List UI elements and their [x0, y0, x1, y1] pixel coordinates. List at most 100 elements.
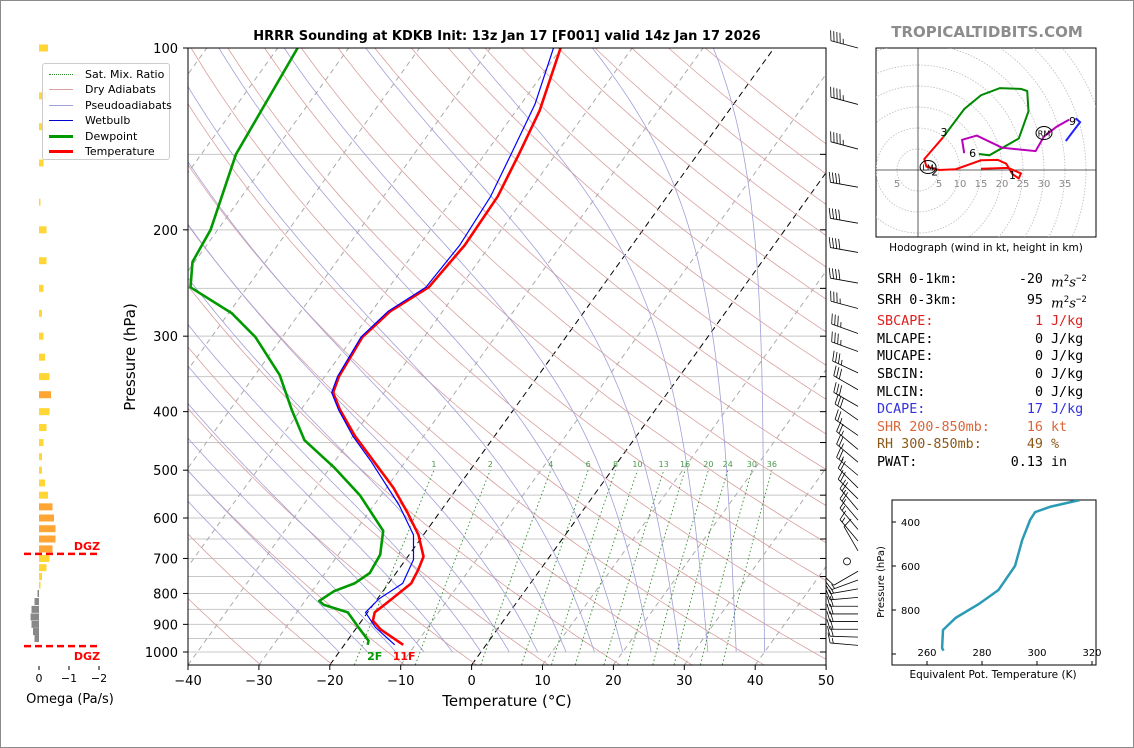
- barb-staff: [837, 467, 859, 489]
- y-tick-label: 900: [153, 618, 178, 633]
- barb-feather: [829, 596, 834, 607]
- barb-feather: [834, 393, 839, 405]
- x-axis-label: Temperature (°C): [441, 692, 571, 710]
- height-label: 1: [1009, 169, 1016, 182]
- wind-barb: [826, 611, 858, 622]
- barb-feather: [836, 447, 842, 458]
- stat-value: 16: [1026, 419, 1043, 435]
- omega-bar: [37, 589, 39, 597]
- unit-exp: −2: [1076, 295, 1087, 306]
- y-tick-label: 300: [153, 330, 178, 345]
- stat-unit: J/kg: [1051, 313, 1083, 331]
- stat-row: SHR 200-850mb: 16 kt: [877, 419, 1087, 437]
- chart-title: HRRR Sounding at KDKB Init: 13z Jan 17 […: [253, 29, 760, 44]
- omega-bar: [39, 309, 42, 317]
- omega-bar: [34, 635, 39, 643]
- stat-label: MLCIN:: [877, 384, 926, 400]
- wind-barb: [828, 237, 859, 253]
- stat-unit: J/kg: [1051, 348, 1083, 366]
- barb-staff: [830, 247, 859, 253]
- y-tick-label: 600: [153, 512, 178, 527]
- storm-motion-label: LM: [922, 164, 933, 173]
- wind-barb: [836, 434, 859, 463]
- barb-staff: [839, 488, 859, 511]
- y-axis-label: Pressure (hPa): [121, 303, 139, 411]
- storm-motion-marker: [919, 160, 937, 175]
- x-tick-label: 40: [747, 674, 764, 689]
- omega-bar: [39, 391, 51, 399]
- stat-label: SHR 200-850mb:: [877, 419, 990, 435]
- barb-feather: [839, 489, 847, 499]
- mixing-ratio-label: 10: [632, 460, 642, 469]
- dgz-label: DGZ: [74, 650, 100, 663]
- hodograph-ring-label: 20: [996, 179, 1009, 190]
- isotherm-line: [471, 171, 826, 665]
- mixing-ratio-line: [673, 470, 729, 665]
- unit-m: m: [1051, 296, 1064, 312]
- legend-item: Dry Adiabats: [49, 82, 156, 98]
- theta-e-x-label: Equivalent Pot. Temperature (K): [909, 669, 1076, 681]
- barb-feather: [838, 368, 843, 380]
- barb-feather: [829, 611, 834, 622]
- hodograph-ring-label: 25: [1017, 179, 1030, 190]
- wind-barb: [830, 86, 859, 105]
- stat-row: MLCAPE: 0 J/kg: [877, 331, 1087, 349]
- isotherm-line: [542, 270, 826, 665]
- barb-staff: [830, 642, 859, 646]
- hodograph-segment: [1065, 117, 1082, 142]
- omega-bar: [39, 514, 54, 522]
- omega-bar: [39, 466, 42, 474]
- barb-feather: [838, 385, 843, 396]
- temperature-line: [331, 48, 562, 646]
- wind-barb: [843, 518, 859, 552]
- barb-feather: [833, 382, 837, 393]
- stat-unit: J/kg: [1051, 401, 1083, 419]
- barb-feather: [837, 411, 842, 422]
- dewpoint-line: [189, 48, 385, 646]
- stat-unit: J/kg: [1051, 331, 1083, 349]
- y-tick-label: 400: [153, 406, 178, 421]
- mixing-ratio-label: 20: [703, 460, 713, 469]
- y-tick-label: 700: [153, 552, 178, 567]
- pseudoadiabat-line: [712, 48, 765, 653]
- dry-adiabat-line: [188, 103, 826, 660]
- calm-circle: [843, 557, 851, 566]
- hodograph-ring-label: 35: [1059, 179, 1072, 190]
- barb-feather: [835, 238, 838, 249]
- wind-barb: [825, 570, 859, 586]
- unit-exp: 2: [1063, 295, 1070, 306]
- barb-staff: [839, 507, 859, 530]
- barb-feather: [828, 207, 831, 219]
- height-label: 6: [969, 147, 976, 160]
- isotherm-line: [684, 467, 826, 665]
- barb-feather: [836, 421, 842, 432]
- theta-e-y-tick-label: 400: [901, 518, 920, 529]
- wind-barb: [839, 489, 859, 521]
- barb-staff: [831, 579, 859, 590]
- omega-axis-label: Omega (Pa/s): [26, 692, 114, 707]
- dry-adiabat-line: [411, 48, 826, 400]
- pseudoadiabat-line: [188, 223, 539, 653]
- barb-staff: [830, 596, 859, 601]
- legend-swatch: [49, 150, 73, 153]
- wind-barb: [839, 499, 859, 530]
- legend-swatch: [49, 89, 73, 90]
- omega-bar: [39, 491, 48, 499]
- wind-barb: [834, 409, 859, 436]
- legend-item: Pseudoadiabats: [49, 97, 172, 113]
- barb-feather: [838, 423, 844, 434]
- legend-label: Temperature: [85, 145, 155, 158]
- theta-e-frame: [891, 499, 1097, 666]
- pseudoadiabat-line: [467, 48, 709, 653]
- x-tick-label: −40: [174, 674, 201, 689]
- hodograph-segment: [960, 118, 1070, 154]
- brand-watermark: TROPICALTIDBITS.COM: [891, 23, 1083, 41]
- stat-value: 0: [1034, 384, 1043, 400]
- unit-text: J/kg: [1051, 366, 1084, 382]
- x-tick-label: 50: [818, 674, 835, 689]
- barb-staff: [830, 277, 859, 284]
- stat-row: SBCAPE: 1 J/kg: [877, 313, 1087, 331]
- stat-label: SBCIN:: [877, 366, 926, 382]
- mixing-ratio-line: [603, 470, 665, 665]
- barb-staff: [830, 300, 859, 309]
